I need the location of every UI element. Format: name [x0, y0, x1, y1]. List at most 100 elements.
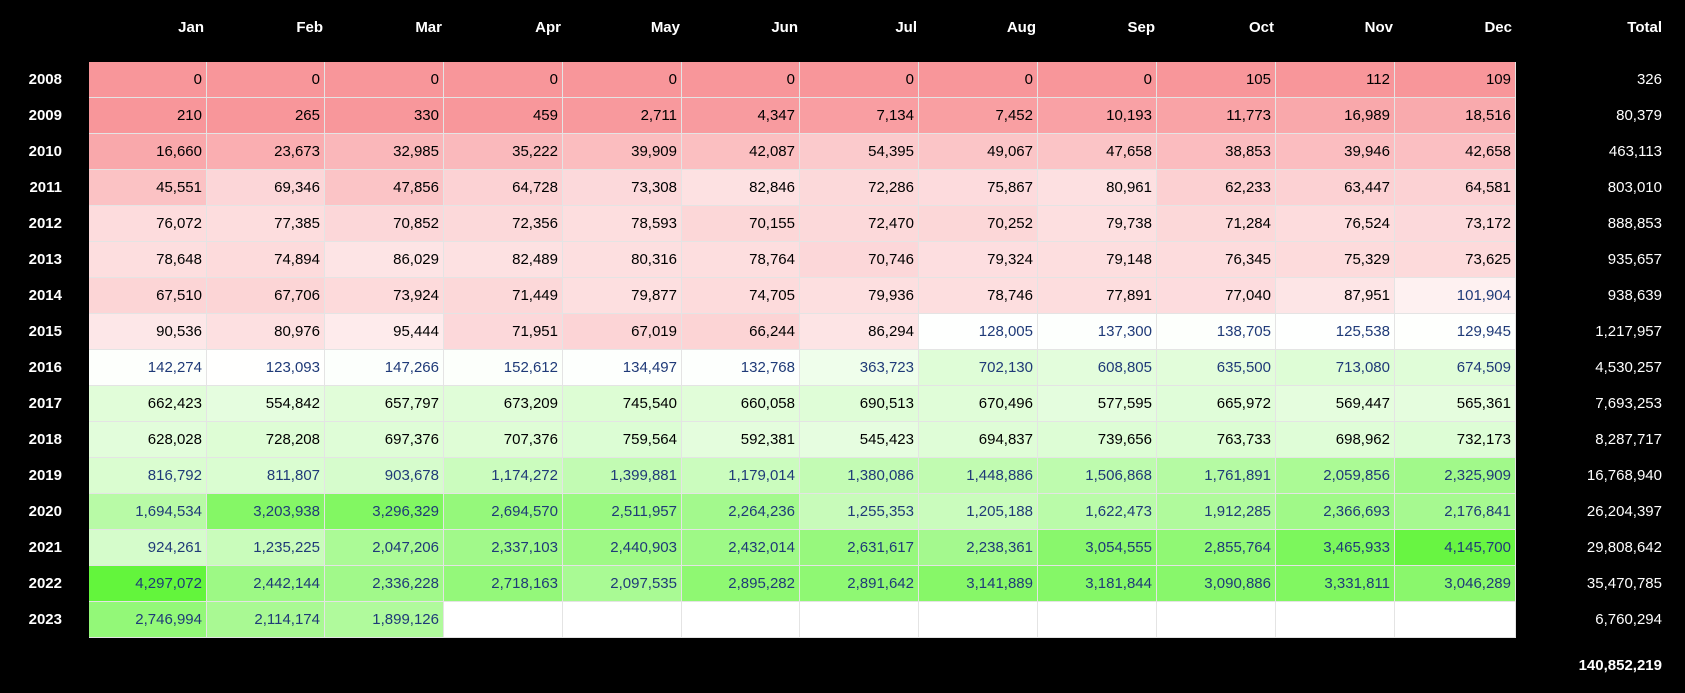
value-cell[interactable]: 690,513 — [800, 386, 919, 422]
value-cell[interactable]: 635,500 — [1157, 350, 1276, 386]
value-cell[interactable]: 79,324 — [919, 242, 1038, 278]
value-cell[interactable]: 39,909 — [563, 134, 682, 170]
value-cell[interactable]: 152,612 — [444, 350, 563, 386]
value-cell[interactable] — [1395, 602, 1516, 638]
value-cell[interactable]: 75,329 — [1276, 242, 1395, 278]
value-cell[interactable]: 3,046,289 — [1395, 566, 1516, 602]
value-cell[interactable]: 3,296,329 — [325, 494, 444, 530]
value-cell[interactable]: 2,176,841 — [1395, 494, 1516, 530]
value-cell[interactable]: 1,448,886 — [919, 458, 1038, 494]
value-cell[interactable]: 80,976 — [207, 314, 325, 350]
value-cell[interactable]: 4,145,700 — [1395, 530, 1516, 566]
value-cell[interactable]: 70,155 — [682, 206, 800, 242]
value-cell[interactable]: 4,297,072 — [89, 566, 207, 602]
value-cell[interactable]: 0 — [444, 62, 563, 98]
value-cell[interactable]: 39,946 — [1276, 134, 1395, 170]
value-cell[interactable]: 1,506,868 — [1038, 458, 1157, 494]
value-cell[interactable]: 76,524 — [1276, 206, 1395, 242]
value-cell[interactable]: 142,274 — [89, 350, 207, 386]
value-cell[interactable]: 0 — [1038, 62, 1157, 98]
value-cell[interactable]: 1,380,086 — [800, 458, 919, 494]
value-cell[interactable]: 728,208 — [207, 422, 325, 458]
value-cell[interactable]: 138,705 — [1157, 314, 1276, 350]
value-cell[interactable]: 662,423 — [89, 386, 207, 422]
value-cell[interactable]: 35,222 — [444, 134, 563, 170]
value-cell[interactable]: 18,516 — [1395, 98, 1516, 134]
value-cell[interactable]: 657,797 — [325, 386, 444, 422]
value-cell[interactable]: 1,899,126 — [325, 602, 444, 638]
value-cell[interactable]: 2,511,957 — [563, 494, 682, 530]
value-cell[interactable] — [682, 602, 800, 638]
value-cell[interactable]: 76,072 — [89, 206, 207, 242]
value-cell[interactable]: 2,059,856 — [1276, 458, 1395, 494]
value-cell[interactable] — [1157, 602, 1276, 638]
value-cell[interactable]: 72,356 — [444, 206, 563, 242]
value-cell[interactable]: 2,891,642 — [800, 566, 919, 602]
value-cell[interactable]: 1,255,353 — [800, 494, 919, 530]
value-cell[interactable]: 69,346 — [207, 170, 325, 206]
value-cell[interactable]: 72,286 — [800, 170, 919, 206]
value-cell[interactable]: 1,912,285 — [1157, 494, 1276, 530]
value-cell[interactable]: 129,945 — [1395, 314, 1516, 350]
value-cell[interactable]: 0 — [325, 62, 444, 98]
value-cell[interactable]: 3,465,933 — [1276, 530, 1395, 566]
value-cell[interactable]: 10,193 — [1038, 98, 1157, 134]
value-cell[interactable]: 3,331,811 — [1276, 566, 1395, 602]
value-cell[interactable]: 71,951 — [444, 314, 563, 350]
value-cell[interactable]: 565,361 — [1395, 386, 1516, 422]
value-cell[interactable]: 105 — [1157, 62, 1276, 98]
value-cell[interactable]: 78,764 — [682, 242, 800, 278]
value-cell[interactable]: 95,444 — [325, 314, 444, 350]
value-cell[interactable]: 545,423 — [800, 422, 919, 458]
value-cell[interactable]: 49,067 — [919, 134, 1038, 170]
value-cell[interactable]: 70,852 — [325, 206, 444, 242]
value-cell[interactable]: 569,447 — [1276, 386, 1395, 422]
value-cell[interactable]: 67,510 — [89, 278, 207, 314]
value-cell[interactable]: 7,134 — [800, 98, 919, 134]
value-cell[interactable]: 73,924 — [325, 278, 444, 314]
value-cell[interactable]: 66,244 — [682, 314, 800, 350]
value-cell[interactable]: 702,130 — [919, 350, 1038, 386]
value-cell[interactable]: 1,622,473 — [1038, 494, 1157, 530]
value-cell[interactable]: 73,172 — [1395, 206, 1516, 242]
value-cell[interactable]: 82,846 — [682, 170, 800, 206]
value-cell[interactable]: 79,148 — [1038, 242, 1157, 278]
value-cell[interactable]: 2,432,014 — [682, 530, 800, 566]
value-cell[interactable]: 109 — [1395, 62, 1516, 98]
value-cell[interactable]: 628,028 — [89, 422, 207, 458]
value-cell[interactable]: 70,746 — [800, 242, 919, 278]
value-cell[interactable]: 3,203,938 — [207, 494, 325, 530]
value-cell[interactable]: 2,711 — [563, 98, 682, 134]
value-cell[interactable]: 137,300 — [1038, 314, 1157, 350]
value-cell[interactable]: 0 — [89, 62, 207, 98]
value-cell[interactable]: 63,447 — [1276, 170, 1395, 206]
value-cell[interactable]: 132,768 — [682, 350, 800, 386]
value-cell[interactable]: 16,989 — [1276, 98, 1395, 134]
value-cell[interactable]: 123,093 — [207, 350, 325, 386]
value-cell[interactable]: 2,097,535 — [563, 566, 682, 602]
value-cell[interactable]: 2,366,693 — [1276, 494, 1395, 530]
value-cell[interactable]: 759,564 — [563, 422, 682, 458]
value-cell[interactable]: 1,694,534 — [89, 494, 207, 530]
value-cell[interactable]: 79,877 — [563, 278, 682, 314]
value-cell[interactable]: 1,174,272 — [444, 458, 563, 494]
value-cell[interactable]: 67,706 — [207, 278, 325, 314]
value-cell[interactable]: 72,470 — [800, 206, 919, 242]
value-cell[interactable]: 11,773 — [1157, 98, 1276, 134]
value-cell[interactable]: 2,238,361 — [919, 530, 1038, 566]
value-cell[interactable]: 2,325,909 — [1395, 458, 1516, 494]
value-cell[interactable]: 4,347 — [682, 98, 800, 134]
value-cell[interactable] — [563, 602, 682, 638]
value-cell[interactable]: 330 — [325, 98, 444, 134]
value-cell[interactable]: 1,235,225 — [207, 530, 325, 566]
value-cell[interactable]: 592,381 — [682, 422, 800, 458]
value-cell[interactable]: 45,551 — [89, 170, 207, 206]
value-cell[interactable]: 74,894 — [207, 242, 325, 278]
value-cell[interactable]: 32,985 — [325, 134, 444, 170]
value-cell[interactable]: 3,054,555 — [1038, 530, 1157, 566]
value-cell[interactable]: 80,316 — [563, 242, 682, 278]
value-cell[interactable]: 79,738 — [1038, 206, 1157, 242]
value-cell[interactable]: 2,264,236 — [682, 494, 800, 530]
value-cell[interactable]: 265 — [207, 98, 325, 134]
value-cell[interactable] — [919, 602, 1038, 638]
